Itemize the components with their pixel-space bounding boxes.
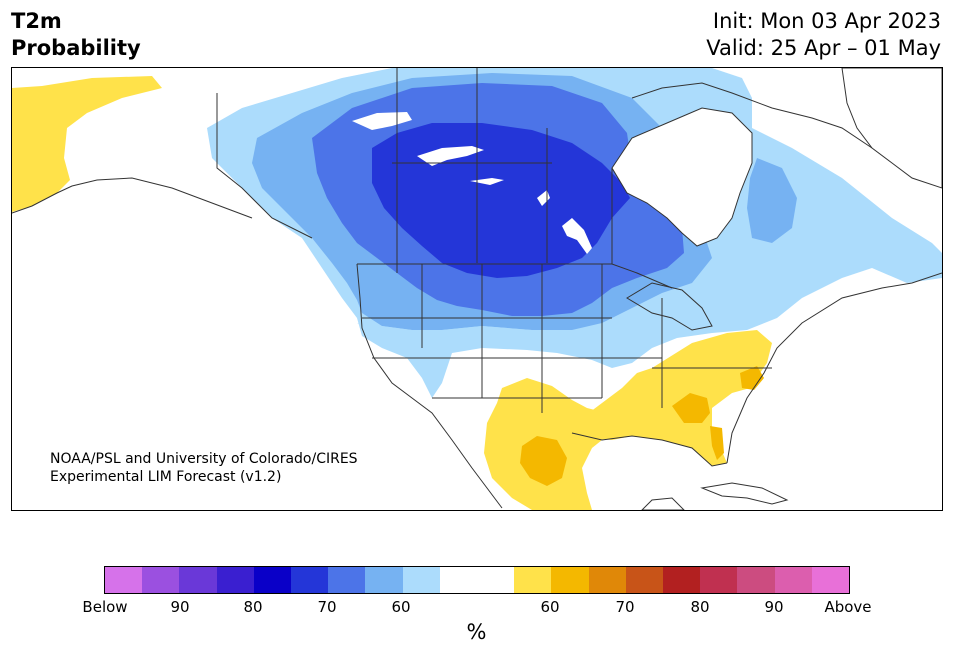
colorbar-tick-label: Above [824,598,872,616]
yucatan [641,497,685,510]
title-line-1: T2m [11,9,62,33]
florida-above-65-area [710,426,724,460]
colorbar-tick-label: 70 [615,598,635,616]
forecast-dates: Init: Mon 03 Apr 2023 Valid: 25 Apr – 01… [706,8,941,62]
southeast-above-normal-area [582,330,772,466]
colorbar-tick-label: 70 [317,598,337,616]
credit-line-1: NOAA/PSL and University of Colorado/CIRE… [50,451,358,467]
colorbar-cell [291,567,329,593]
alaska-above-normal-area [12,76,162,212]
colorbar-cell [663,567,701,593]
colorbar-tick-label: 90 [170,598,190,616]
colorbar-cell [551,567,589,593]
credit-text: NOAA/PSL and University of Colorado/CIRE… [50,450,358,486]
colorbar-cell [477,567,515,593]
canada-us-border [357,263,673,289]
us-state-lines [362,264,772,413]
init-date: Init: Mon 03 Apr 2023 [712,9,941,33]
probability-map [12,68,942,510]
colorbar-cell [142,567,180,593]
great-lakes-outline [626,282,713,331]
carolina-above-65-area [740,366,764,390]
colorbar-cell [253,567,292,593]
colorbar-cell [216,567,254,593]
colorbar-tick-label: 60 [391,598,411,616]
colorbar-unit: % [466,620,487,644]
colorbar-tick-label: 90 [764,598,784,616]
labrador-below-60-70-area [747,158,797,243]
hudson-bay [611,107,753,247]
great-slave-lake [417,146,484,166]
lake-athabasca [470,178,504,185]
texas-above-65-area [520,436,567,486]
colorbar-cell [737,567,775,593]
boundaries [12,68,942,509]
canada-province-lines [392,68,613,273]
greenland [841,68,942,189]
lake-winnipeg [562,218,592,254]
georgia-above-65-area [672,393,710,423]
colorbar-cell [811,567,850,593]
credit-line-2: Experimental LIM Forecast (v1.2) [50,469,282,485]
colorbar [104,566,850,594]
colorbar-cell [625,567,664,593]
cuba [700,482,789,505]
colorbar-cell [514,567,552,593]
valid-date: Valid: 25 Apr – 01 May [706,36,941,60]
colorbar-labels: Below 90 80 70 60 60 70 80 90 Above [0,598,953,620]
map-panel: NOAA/PSL and University of Colorado/CIRE… [11,67,943,511]
title-line-2: Probability [11,36,141,60]
alaska-coast [12,177,253,219]
colorbar-tick-label: 80 [690,598,710,616]
gulf-coastline [571,432,728,467]
colorbar-tick-label: 80 [243,598,263,616]
colorbar-cell [439,567,478,593]
atlantic-coastline [726,272,942,464]
colorbar-cell [365,567,403,593]
colorbar-cell [774,567,812,593]
alaska-border [216,93,313,239]
colorbar-cell [328,567,366,593]
colorbar-cell [588,567,626,593]
arctic-islands-coast [631,82,873,149]
colorbar-cell [700,567,738,593]
chart-title: T2m Probability [11,8,141,62]
us-below-60-area [357,323,652,353]
colorbar-cell [105,567,143,593]
colorbar-tick-label: 60 [540,598,560,616]
pacific-coastline [356,263,503,509]
colorbar-cell [402,567,440,593]
colorbar-cell [179,567,217,593]
colorbar-tick-label: Below [82,598,128,616]
